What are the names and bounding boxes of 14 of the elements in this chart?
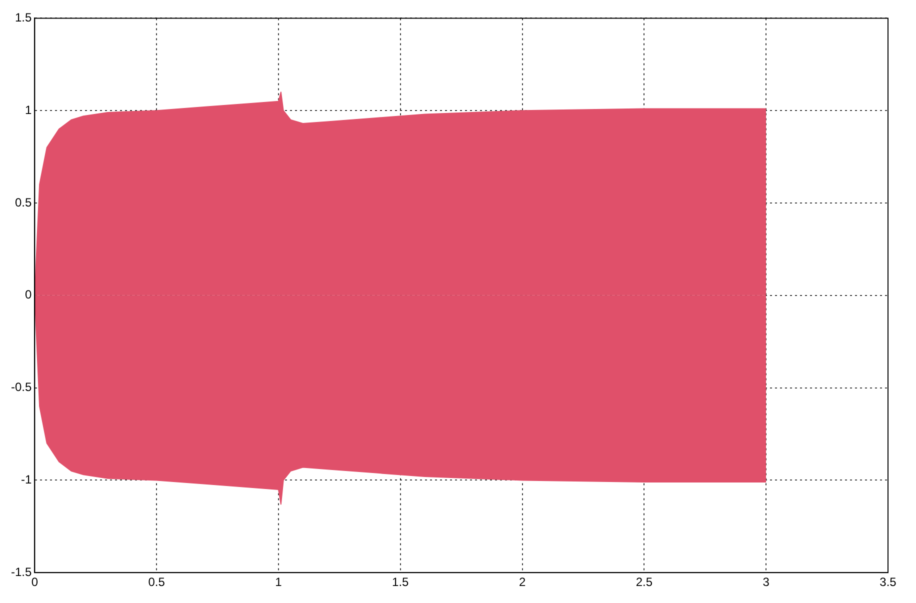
x-tick-label: 2.5 (636, 575, 653, 590)
x-tick-label: 3 (762, 575, 770, 590)
x-tick-label: 2 (518, 575, 526, 590)
y-tick-label: -0.5 (10, 380, 32, 394)
x-tick-label: 1.5 (392, 575, 410, 590)
y-tick-label: 1 (24, 102, 32, 117)
x-tick-label: 3.5 (880, 575, 897, 590)
x-tick-label: 0.5 (148, 575, 166, 590)
y-tick-label: 0.5 (14, 195, 32, 210)
x-tick-label: 1 (275, 575, 282, 590)
y-tick-label: -1.5 (10, 564, 32, 579)
y-tick-label: 1.5 (14, 10, 32, 25)
y-tick-label: 0 (24, 288, 32, 302)
y-tick-label: -1 (21, 472, 32, 487)
